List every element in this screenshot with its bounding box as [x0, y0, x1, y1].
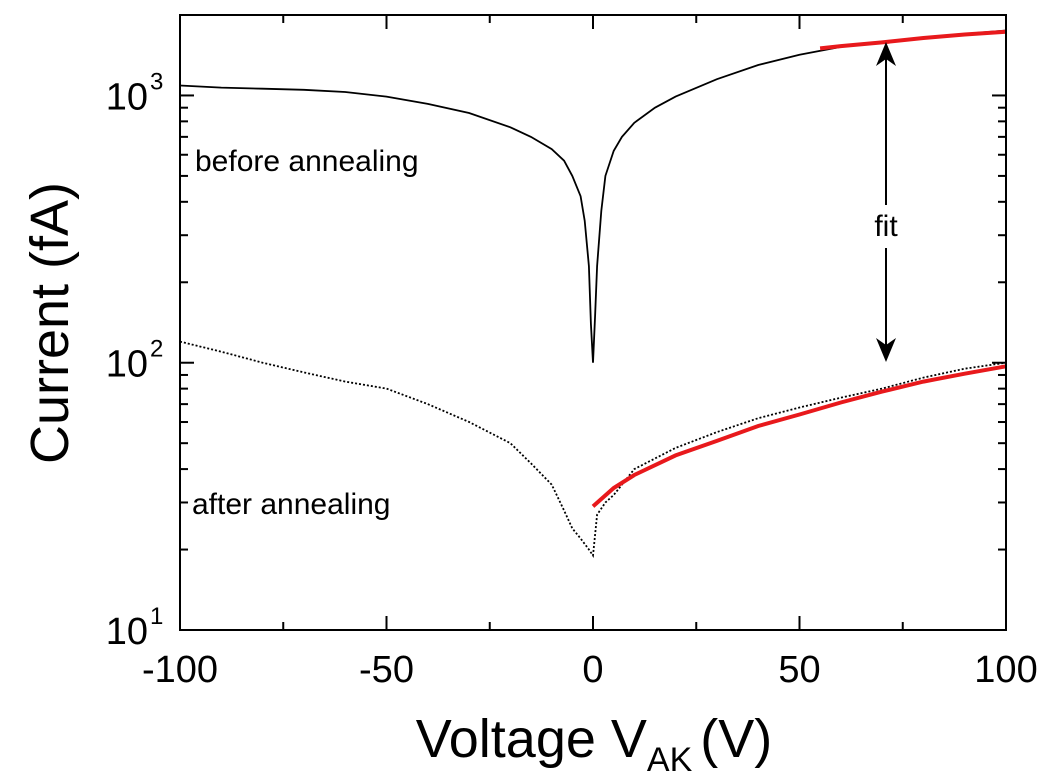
x-tick-label: 0: [582, 649, 603, 691]
y-tick-label: 10: [106, 344, 148, 386]
x-axis-title-subscript: AK: [647, 741, 693, 778]
series-line-1-dotted: [179, 340, 1007, 559]
y-tick-label: 10: [106, 611, 148, 653]
y-tick-label: 10: [106, 76, 148, 118]
x-tick-label: 50: [778, 649, 820, 691]
x-tick-label: -50: [359, 649, 414, 691]
series-line-0-solid: [179, 29, 1007, 363]
axis-ticks: [179, 14, 1007, 631]
fit-arrow-down-head: [876, 338, 896, 362]
annotation-after-annealing: after annealing: [192, 488, 391, 521]
x-axis-title-main: Voltage V: [416, 709, 647, 769]
series-line-3-fit: [591, 364, 1007, 508]
fit-arrow-up-head: [876, 42, 896, 66]
y-tick-label-exponent: 2: [150, 336, 163, 363]
x-tick-label: -100: [142, 649, 218, 691]
x-axis-title: Voltage VAK (V): [416, 709, 773, 778]
x-axis-title-unit: (V): [700, 709, 772, 769]
series-line-2-fit: [819, 29, 1007, 51]
y-tick-label-exponent: 3: [150, 68, 163, 95]
y-axis-title: Current (fA): [20, 182, 80, 464]
x-tick-label: 100: [974, 649, 1037, 691]
fit-arrow: [876, 42, 896, 362]
plot-area-frame: [179, 14, 1007, 631]
x-tick-labels: -100 -50 0 50 100: [142, 649, 1038, 691]
series-group: [179, 29, 1007, 559]
annotation-fit: fit: [874, 210, 898, 243]
y-tick-label-exponent: 1: [150, 603, 163, 630]
annotation-before-annealing: before annealing: [195, 145, 419, 178]
